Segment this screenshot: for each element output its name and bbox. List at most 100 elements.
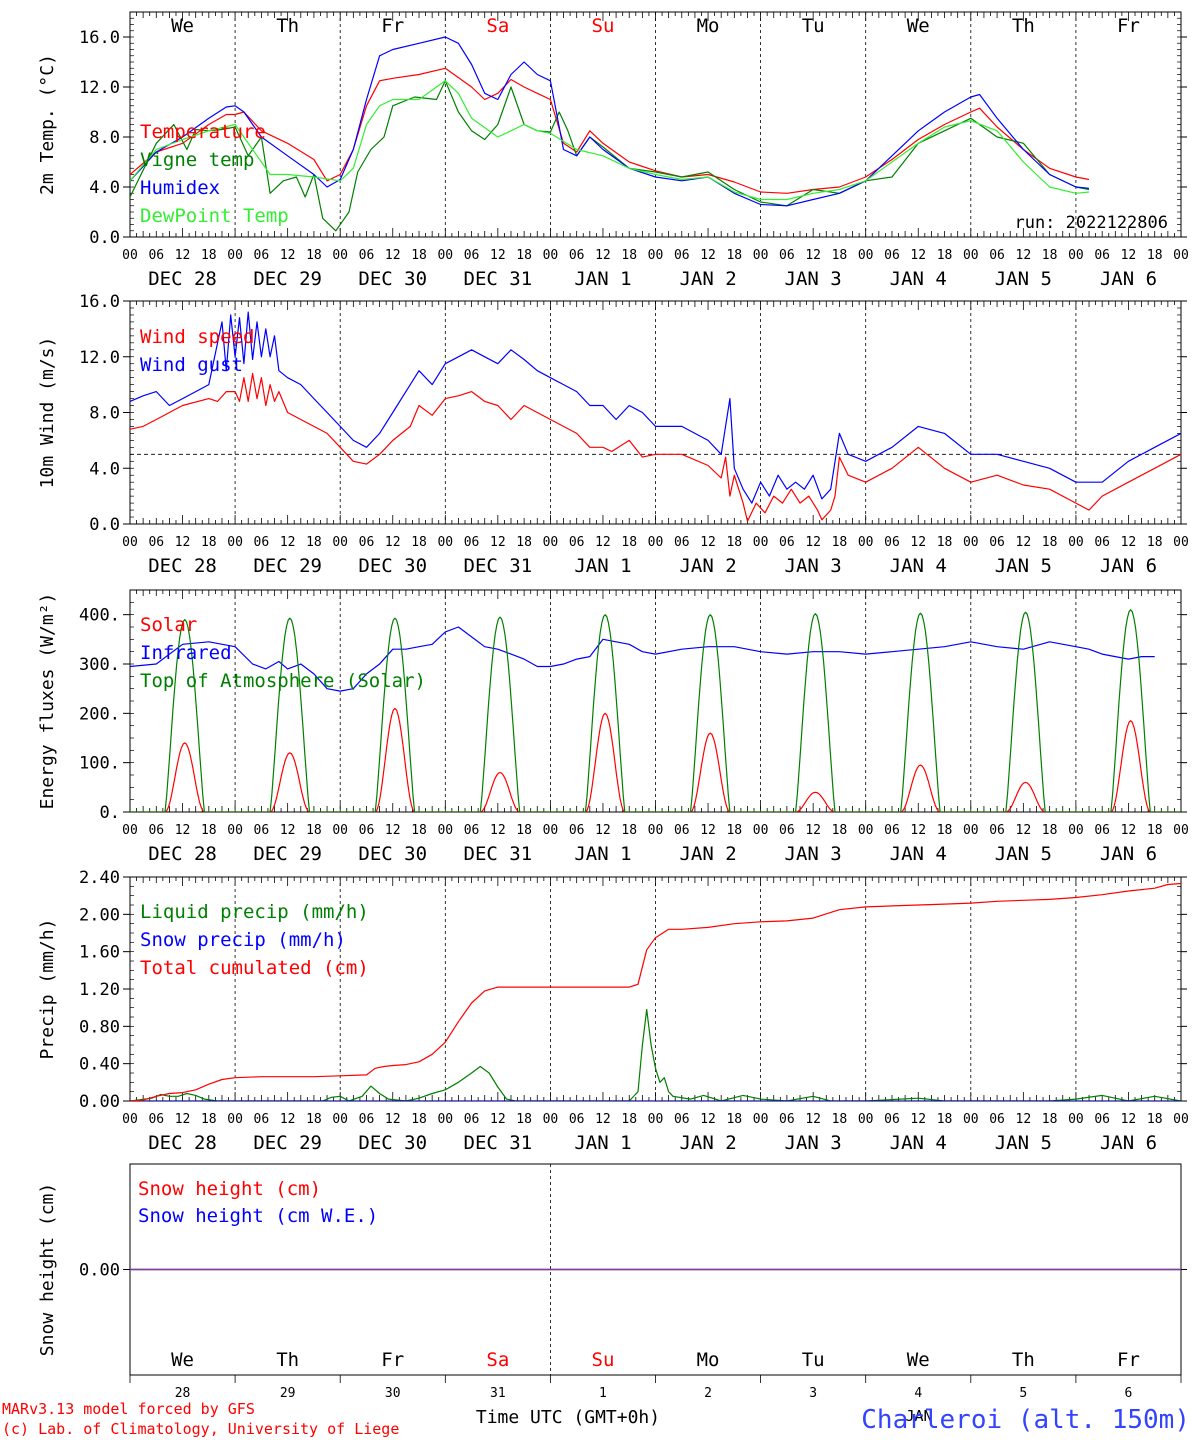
hour-tick-label: 06 <box>569 535 585 550</box>
hour-tick-label: 06 <box>569 823 585 838</box>
weekday-label: Th <box>1012 1349 1035 1371</box>
hour-tick-label: 00 <box>858 1112 874 1127</box>
hour-tick-label: 18 <box>306 823 322 838</box>
hour-tick-label: 18 <box>306 248 322 263</box>
hour-tick-label: 06 <box>884 535 900 550</box>
hour-tick-label: 00 <box>227 823 243 838</box>
hour-tick-label: 00 <box>858 535 874 550</box>
day-number-label: 5 <box>1019 1386 1027 1401</box>
y-tick-label: 400. <box>79 606 120 626</box>
hour-tick-label: 12 <box>910 1112 926 1127</box>
date-label: DEC 31 <box>464 1132 533 1154</box>
hour-tick-label: 00 <box>332 248 348 263</box>
hour-tick-label: 12 <box>280 535 296 550</box>
hour-tick-label: 12 <box>700 823 716 838</box>
y-tick-label: 16.0 <box>79 28 120 48</box>
weekday-label: Mo <box>697 15 720 37</box>
hour-tick-label: 18 <box>937 823 953 838</box>
y-tick-label: 2.40 <box>79 868 120 888</box>
hour-tick-label: 00 <box>753 823 769 838</box>
hour-tick-label: 00 <box>753 535 769 550</box>
legend-entry: Snow precip (mm/h) <box>140 929 346 951</box>
series-line-infrared <box>130 626 1155 692</box>
date-label: DEC 31 <box>464 268 533 290</box>
hour-tick-label: 06 <box>674 248 690 263</box>
hour-tick-label: 18 <box>1147 823 1163 838</box>
date-label: JAN 2 <box>679 268 736 290</box>
hour-tick-label: 00 <box>1173 1112 1189 1127</box>
date-label: JAN 2 <box>679 1132 736 1154</box>
footer-month-label: JAN <box>905 1407 932 1425</box>
hour-tick-label: 18 <box>411 535 427 550</box>
hour-tick-label: 18 <box>411 1112 427 1127</box>
hour-tick-label: 06 <box>464 248 480 263</box>
series-line-wind-gust <box>130 311 1181 504</box>
date-label: JAN 3 <box>785 843 842 865</box>
y-axis-label: Precip (mm/h) <box>37 919 58 1060</box>
date-label: DEC 29 <box>253 268 322 290</box>
hour-tick-label: 06 <box>359 1112 375 1127</box>
hour-tick-label: 06 <box>779 823 795 838</box>
hour-tick-label: 18 <box>516 535 532 550</box>
hour-tick-label: 06 <box>569 248 585 263</box>
hour-tick-label: 00 <box>1173 535 1189 550</box>
hour-tick-label: 12 <box>1016 248 1032 263</box>
panel-2: 0.0 4.0 8.0 12.0 16.0 10m Wind (m/s) 00 06 12 18 0… <box>37 292 1189 577</box>
date-label: DEC 29 <box>253 843 322 865</box>
hour-tick-label: 00 <box>648 823 664 838</box>
hour-tick-label: 18 <box>937 535 953 550</box>
hour-tick-label: 06 <box>884 1112 900 1127</box>
hour-tick-label: 06 <box>1094 535 1110 550</box>
weekday-label: Fr <box>1117 15 1140 37</box>
date-label: JAN 4 <box>890 1132 947 1154</box>
run-label: run: 2022122806 <box>1014 213 1168 233</box>
hour-tick-label: 12 <box>1016 535 1032 550</box>
hour-tick-label: 12 <box>1016 823 1032 838</box>
hour-tick-label: 00 <box>543 535 559 550</box>
hour-tick-label: 12 <box>175 535 191 550</box>
hour-tick-label: 06 <box>779 248 795 263</box>
hour-tick-label: 06 <box>148 1112 164 1127</box>
hour-tick-label: 00 <box>227 248 243 263</box>
date-label: DEC 30 <box>358 555 427 577</box>
hour-tick-label: 18 <box>411 823 427 838</box>
y-tick-label: 0.80 <box>79 1017 120 1037</box>
date-label: DEC 31 <box>464 555 533 577</box>
hour-tick-label: 18 <box>937 1112 953 1127</box>
hour-tick-label: 00 <box>963 1112 979 1127</box>
hour-tick-label: 06 <box>674 535 690 550</box>
y-axis-label: 2m Temp. (°C) <box>37 54 58 195</box>
hour-tick-label: 12 <box>805 1112 821 1127</box>
hour-tick-label: 12 <box>1121 248 1137 263</box>
hour-tick-label: 00 <box>332 535 348 550</box>
y-tick-label: 200. <box>79 704 120 724</box>
hour-tick-label: 06 <box>779 1112 795 1127</box>
weekday-label: Fr <box>381 15 404 37</box>
y-tick-label: 100. <box>79 754 120 774</box>
y-tick-label: 12.0 <box>79 348 120 368</box>
hour-tick-label: 00 <box>963 248 979 263</box>
y-tick-label: 0. <box>100 803 120 823</box>
hour-tick-label: 00 <box>1173 248 1189 263</box>
hour-tick-label: 00 <box>858 823 874 838</box>
hour-tick-label: 12 <box>700 1112 716 1127</box>
date-label: DEC 28 <box>148 555 217 577</box>
y-tick-label: 0.0 <box>89 515 120 535</box>
date-label: JAN 3 <box>785 555 842 577</box>
hour-tick-label: 12 <box>1121 823 1137 838</box>
panel-3: 0. 100. 200. 300. 400. Energy fluxes (W/m²) 00… <box>37 589 1189 865</box>
hour-tick-label: 12 <box>805 248 821 263</box>
weekday-label: Th <box>276 15 299 37</box>
hour-tick-label: 12 <box>385 248 401 263</box>
date-label: DEC 29 <box>253 555 322 577</box>
hour-tick-label: 18 <box>832 1112 848 1127</box>
series-line-total-cumulated-cm <box>130 882 1181 1101</box>
y-tick-label: 8.0 <box>89 128 120 148</box>
weekday-label: Su <box>592 1349 615 1371</box>
date-label: DEC 28 <box>148 1132 217 1154</box>
hour-tick-label: 12 <box>490 248 506 263</box>
hour-tick-label: 06 <box>254 1112 270 1127</box>
hour-tick-label: 12 <box>595 823 611 838</box>
hour-tick-label: 18 <box>726 535 742 550</box>
